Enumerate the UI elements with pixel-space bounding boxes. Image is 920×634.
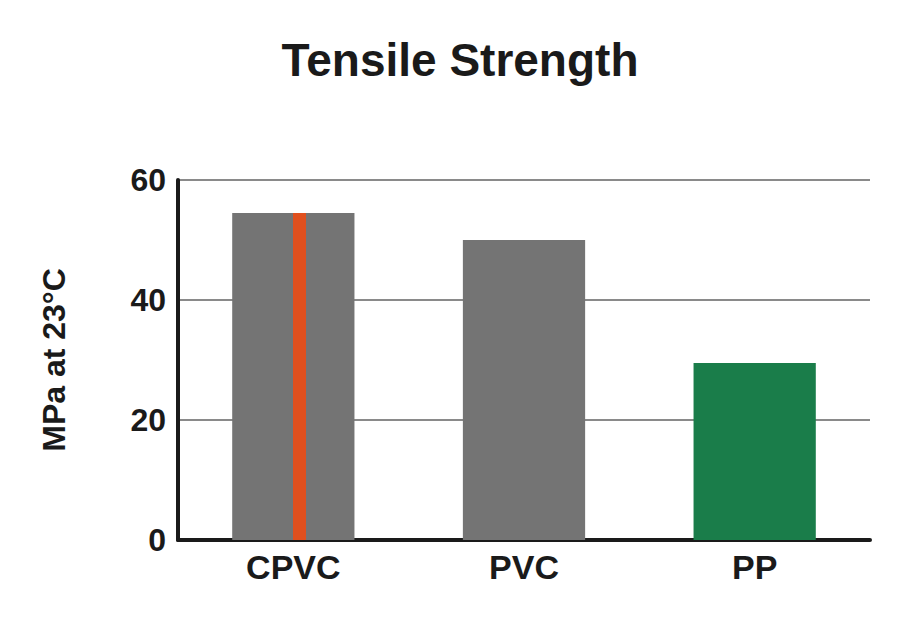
svg-text:40: 40 — [130, 282, 166, 318]
svg-text:PVC: PVC — [489, 548, 559, 586]
svg-text:20: 20 — [130, 402, 166, 438]
svg-text:CPVC: CPVC — [246, 548, 340, 586]
svg-text:Tensile Strength: Tensile Strength — [282, 34, 639, 86]
svg-text:PP: PP — [732, 548, 777, 586]
svg-text:0: 0 — [148, 522, 166, 558]
svg-text:60: 60 — [130, 162, 166, 198]
svg-text:MPa at 23°C: MPa at 23°C — [36, 268, 72, 452]
